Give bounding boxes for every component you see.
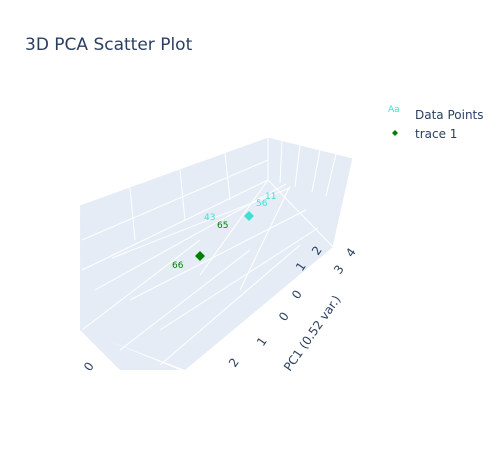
point-marker-65 [244, 211, 254, 221]
chart-title: 3D PCA Scatter Plot [25, 35, 193, 55]
scene: 0 1 2 3 4 2 1 0 0 PC1 (0.52 var.) [79, 136, 359, 374]
legend-label-trace-1: trace 1 [415, 127, 457, 141]
legend-item-trace-1[interactable]: trace 1 [392, 127, 457, 141]
point-label-43: 43 [204, 213, 215, 223]
y-tick-0: 0 [289, 287, 305, 301]
point-label-11: 11 [265, 192, 276, 202]
point-label-65: 65 [217, 221, 228, 231]
series-trace-1: 65 66 [172, 211, 254, 271]
z-tick-0: 0 [81, 359, 97, 373]
x-tick-1: 1 [254, 334, 270, 348]
scene-grid [79, 136, 354, 366]
x-tick-4: 4 [343, 245, 359, 259]
x-tick-2: 2 [226, 355, 242, 369]
series-data-points: 11 56 43 [204, 192, 276, 223]
scene-floor [80, 158, 353, 370]
x-tick-3: 3 [331, 262, 347, 276]
scene-back-wall [80, 137, 353, 270]
legend-label-data-points: Data Points [415, 108, 484, 122]
legend-marker-diamond [392, 130, 398, 136]
legend-marker-text: Aa [388, 105, 400, 115]
point-label-56: 56 [256, 199, 268, 209]
x-tick-0: 0 [276, 309, 292, 323]
x-axis-title: PC1 (0.52 var.) [281, 293, 344, 374]
legend: Aa Data Points trace 1 [388, 105, 484, 141]
legend-item-data-points[interactable]: Aa Data Points [388, 105, 484, 122]
point-label-66: 66 [172, 261, 184, 271]
point-marker-66 [195, 251, 205, 261]
